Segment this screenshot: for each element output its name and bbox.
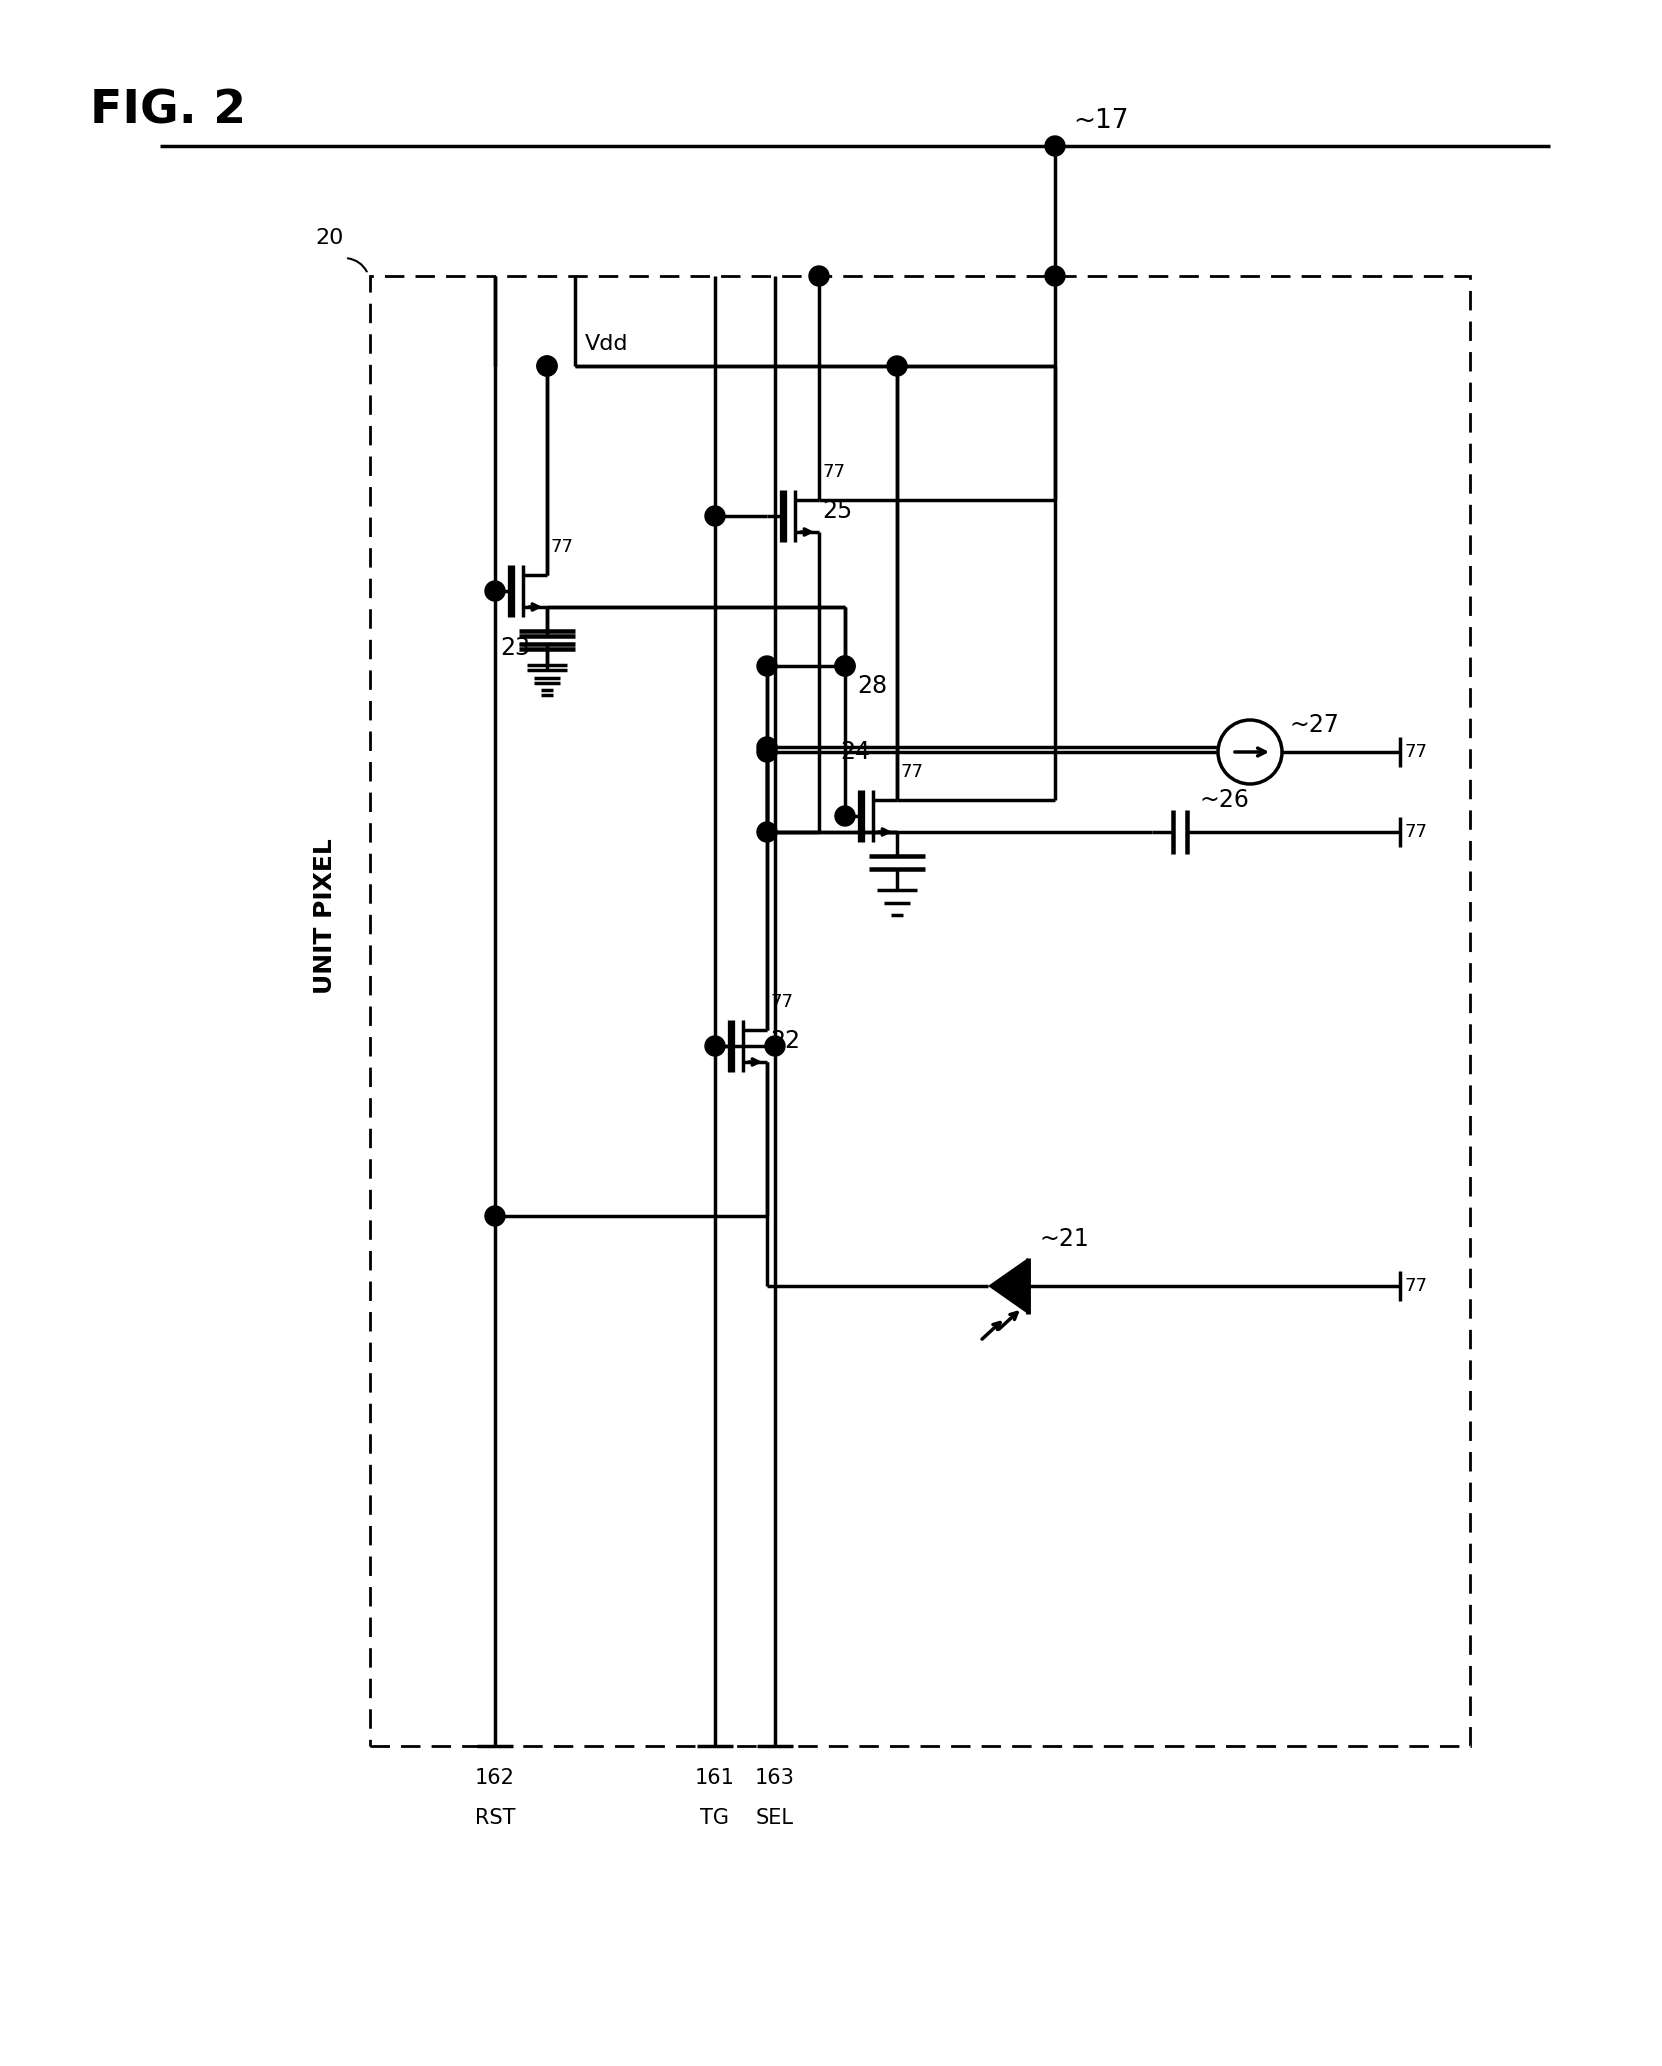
Text: TG: TG bbox=[700, 1808, 730, 1828]
Text: ~27: ~27 bbox=[1290, 713, 1340, 738]
Circle shape bbox=[1045, 267, 1065, 285]
Text: 25: 25 bbox=[823, 500, 853, 523]
Circle shape bbox=[756, 657, 778, 676]
Text: ~21: ~21 bbox=[1040, 1227, 1090, 1252]
Circle shape bbox=[834, 657, 854, 676]
Circle shape bbox=[756, 822, 778, 843]
Text: 163: 163 bbox=[755, 1768, 794, 1787]
Text: UNIT PIXEL: UNIT PIXEL bbox=[312, 839, 337, 994]
Text: RST: RST bbox=[475, 1808, 515, 1828]
Circle shape bbox=[485, 1207, 505, 1225]
Circle shape bbox=[765, 1035, 784, 1056]
Text: Vdd: Vdd bbox=[585, 335, 628, 353]
Text: ~26: ~26 bbox=[1200, 787, 1250, 812]
Circle shape bbox=[537, 355, 557, 376]
Circle shape bbox=[809, 267, 829, 285]
FancyArrowPatch shape bbox=[347, 258, 367, 271]
Text: 22: 22 bbox=[770, 1029, 799, 1054]
Text: 161: 161 bbox=[695, 1768, 735, 1787]
Text: 23: 23 bbox=[500, 636, 530, 659]
Circle shape bbox=[1045, 136, 1065, 157]
Circle shape bbox=[705, 506, 725, 527]
Text: 28: 28 bbox=[858, 674, 888, 698]
Text: 77: 77 bbox=[823, 463, 844, 481]
Circle shape bbox=[756, 738, 778, 756]
Circle shape bbox=[485, 581, 505, 601]
Text: SEL: SEL bbox=[756, 1808, 794, 1828]
Polygon shape bbox=[987, 1258, 1029, 1314]
Text: 77: 77 bbox=[770, 994, 793, 1010]
Text: FIG. 2: FIG. 2 bbox=[90, 89, 246, 134]
Text: 77: 77 bbox=[901, 762, 922, 781]
Circle shape bbox=[834, 657, 854, 676]
Circle shape bbox=[756, 742, 778, 762]
Text: 20: 20 bbox=[316, 227, 344, 248]
Text: 24: 24 bbox=[839, 740, 869, 764]
Text: 162: 162 bbox=[475, 1768, 515, 1787]
Text: ~17: ~17 bbox=[1074, 107, 1128, 134]
Text: 77: 77 bbox=[1404, 822, 1428, 841]
Text: 77: 77 bbox=[1404, 744, 1428, 760]
Circle shape bbox=[834, 806, 854, 826]
Circle shape bbox=[537, 355, 557, 376]
Text: 77: 77 bbox=[550, 537, 573, 556]
Text: 77: 77 bbox=[1404, 1277, 1428, 1295]
Circle shape bbox=[705, 1035, 725, 1056]
Circle shape bbox=[888, 355, 907, 376]
Bar bbox=[371, 277, 1469, 1746]
